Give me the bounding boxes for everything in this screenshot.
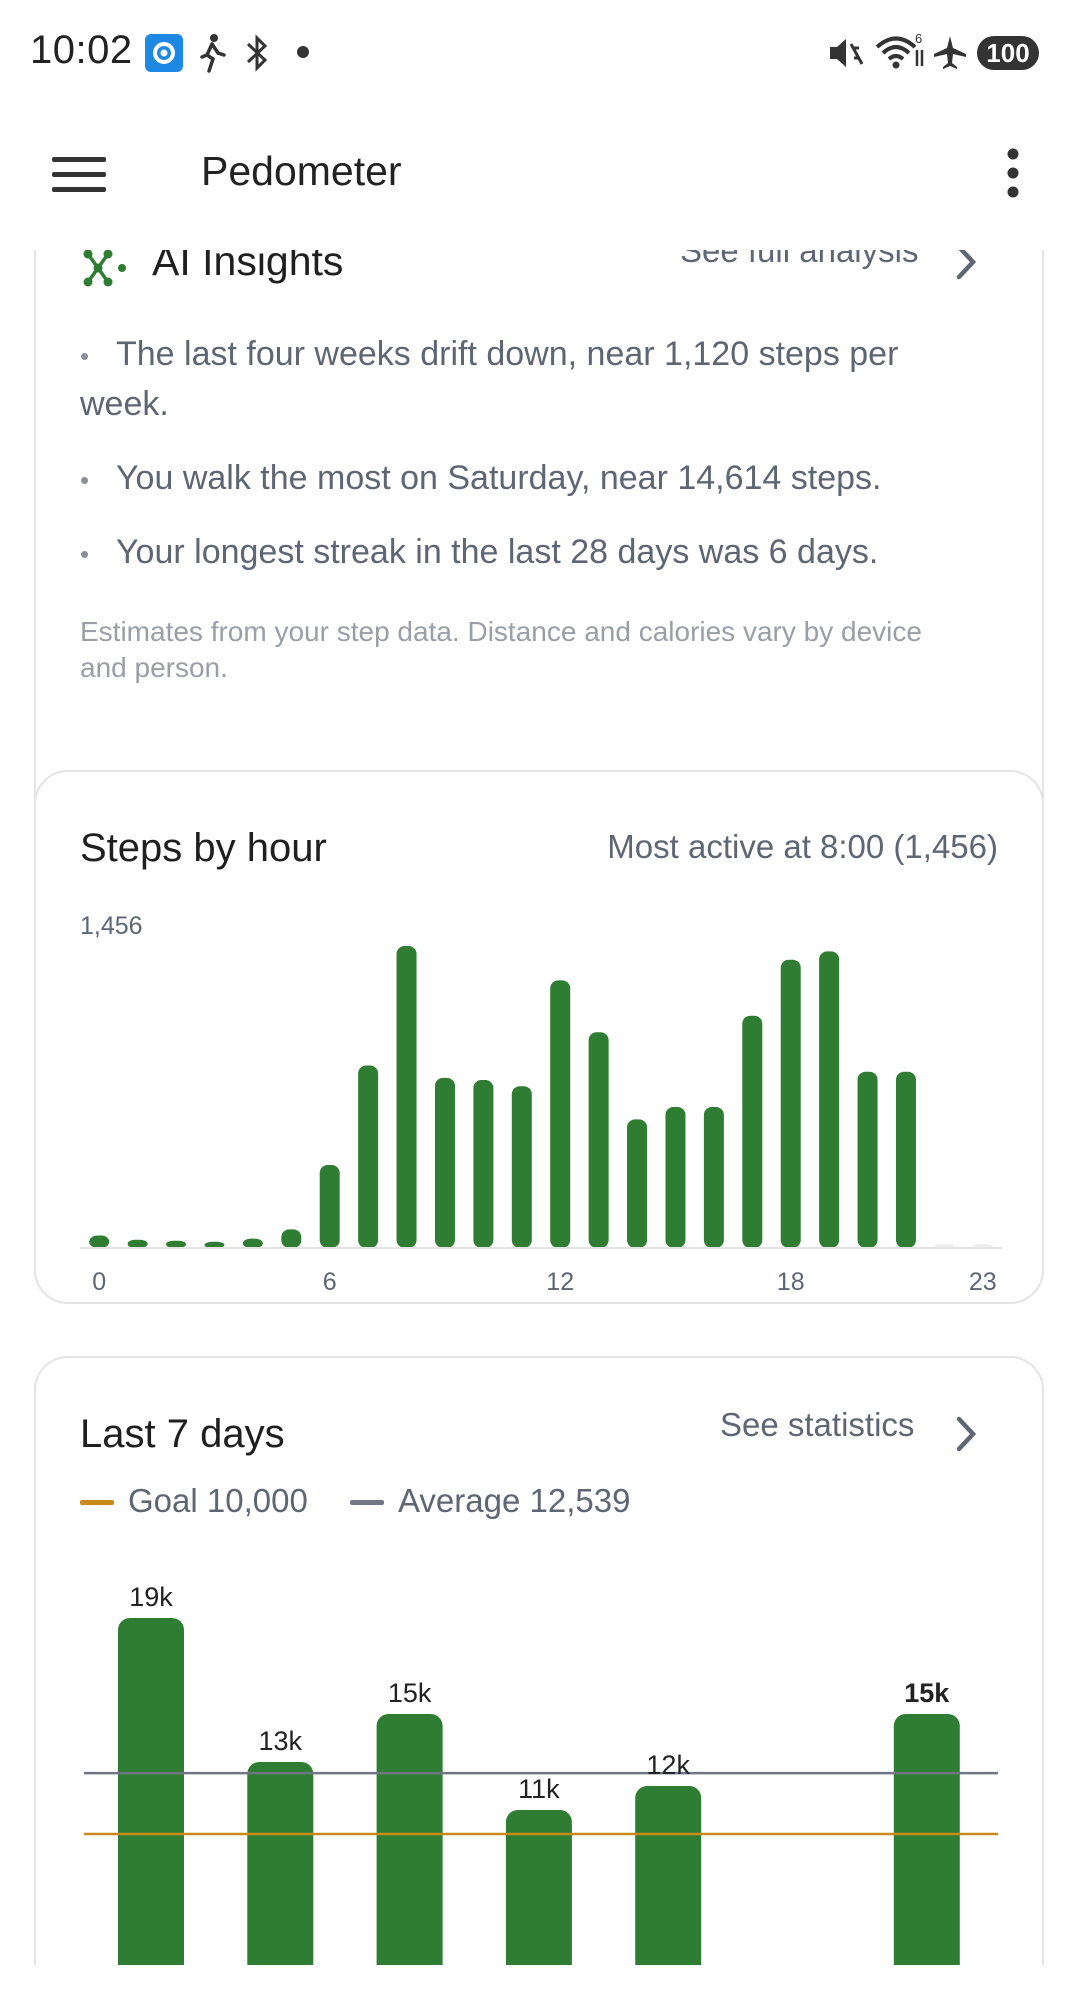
menu-icon[interactable] <box>52 155 106 195</box>
hour-bar-20 <box>857 1071 878 1248</box>
steps-by-hour-card: Steps by hour Most active at 8:00 (1,456… <box>34 770 1044 1304</box>
last-7-days-chart <box>84 1618 998 1965</box>
day-bar-value-label: 11k <box>518 1774 560 1804</box>
status-bar: 10:02 6 100 <box>0 0 1080 105</box>
day-bar-4[interactable] <box>635 1786 702 1965</box>
most-active-summary: Most active at 8:00 (1,456) <box>607 828 998 865</box>
day-bar-value-label: 12k <box>646 1750 690 1780</box>
see-statistics-link[interactable]: See statistics <box>720 1406 915 1443</box>
bluetooth-icon <box>246 34 268 72</box>
day-bar-2[interactable] <box>376 1714 443 1965</box>
day-bar-1[interactable] <box>247 1762 314 1965</box>
hour-bar-4 <box>242 1238 263 1248</box>
x-tick-label: 6 <box>322 1268 337 1296</box>
hour-bar-6 <box>319 1165 340 1248</box>
see-full-analysis-link[interactable]: See full analysis <box>680 250 919 269</box>
average-legend-swatch <box>350 1500 384 1505</box>
x-tick-label: 0 <box>92 1268 107 1296</box>
average-legend-label: Average 12,539 <box>398 1482 631 1519</box>
hour-bar-19 <box>819 951 840 1248</box>
hour-bar-9 <box>434 1077 455 1248</box>
chevron-right-icon[interactable] <box>954 1414 978 1454</box>
day-bar-value-label: 13k <box>258 1726 303 1756</box>
day-bar-value-label: 19k <box>129 1582 173 1612</box>
notification-dot-icon <box>297 46 309 58</box>
airplane-mode-icon <box>934 36 966 69</box>
hour-bar-11 <box>511 1086 532 1248</box>
app-title: Pedometer <box>201 148 402 194</box>
hour-bar-14 <box>627 1119 648 1248</box>
day-bar-value-label: 15k <box>904 1678 950 1708</box>
last-7-days-card: Last 7 days See statistics Goal 10,000 A… <box>34 1356 1044 1965</box>
battery-indicator: 100 <box>977 36 1039 70</box>
ai-insights-icon <box>83 250 126 287</box>
status-time: 10:02 <box>30 28 133 72</box>
x-tick-label: 12 <box>546 1268 575 1296</box>
hour-bar-1 <box>127 1239 148 1248</box>
hour-bar-0 <box>89 1235 110 1248</box>
goal-legend-label: Goal 10,000 <box>128 1482 308 1519</box>
hour-bar-2 <box>166 1240 187 1248</box>
steps-by-hour-title: Steps by hour <box>80 826 327 870</box>
insight-bullet-1: • The last four weeks drift down, near 1,… <box>80 335 899 373</box>
hour-bar-18 <box>780 959 801 1248</box>
y-axis-max-label: 1,456 <box>80 912 143 940</box>
x-tick-label: 23 <box>968 1268 997 1296</box>
last-7-days-title: Last 7 days <box>80 1412 285 1456</box>
hour-bar-15 <box>665 1106 686 1248</box>
goal-legend-swatch <box>80 1500 114 1505</box>
day-bar-6[interactable] <box>893 1714 960 1965</box>
day-bar-3[interactable] <box>505 1810 572 1965</box>
hour-bar-12 <box>550 980 571 1248</box>
hour-bar-7 <box>358 1065 379 1248</box>
svg-text:6: 6 <box>915 32 922 46</box>
ai-insights-title: AI Insights <box>152 250 344 284</box>
hour-bar-3 <box>204 1241 225 1248</box>
hour-bar-17 <box>742 1015 763 1248</box>
wifi-icon: 6 <box>875 32 924 69</box>
mute-vibrate-icon <box>830 39 864 67</box>
day-bar-value-label: 3.1k <box>758 1964 838 1965</box>
day-bar-value-label: 15k <box>387 1678 432 1708</box>
steps-by-hour-chart <box>80 946 1002 1249</box>
hour-bar-21 <box>895 1071 916 1248</box>
insight-bullet-2: • You walk the most on Saturday, near 14,… <box>80 459 882 497</box>
hour-bar-13 <box>588 1032 609 1248</box>
insight-bullet-3: • Your longest streak in the last 28 days… <box>80 533 879 571</box>
settings-notification-icon <box>145 34 183 72</box>
more-options-icon[interactable] <box>1006 147 1020 199</box>
x-tick-label: 18 <box>776 1268 805 1296</box>
hour-bar-8 <box>396 946 417 1248</box>
walking-icon <box>200 34 226 73</box>
app-bar: Pedometer <box>0 105 1080 245</box>
hour-bar-10 <box>473 1079 494 1248</box>
content-scroll[interactable]: AI Insights See full analysis • The last … <box>0 250 1080 1965</box>
insights-disclaimer: Estimates from your step data. Distance … <box>80 616 922 683</box>
hour-bar-16 <box>703 1106 724 1248</box>
hour-bar-5 <box>281 1229 302 1248</box>
insight-bullet-1-continued: week. <box>80 385 169 423</box>
chevron-right-icon[interactable] <box>954 250 978 282</box>
day-bar-0[interactable] <box>118 1618 184 1965</box>
